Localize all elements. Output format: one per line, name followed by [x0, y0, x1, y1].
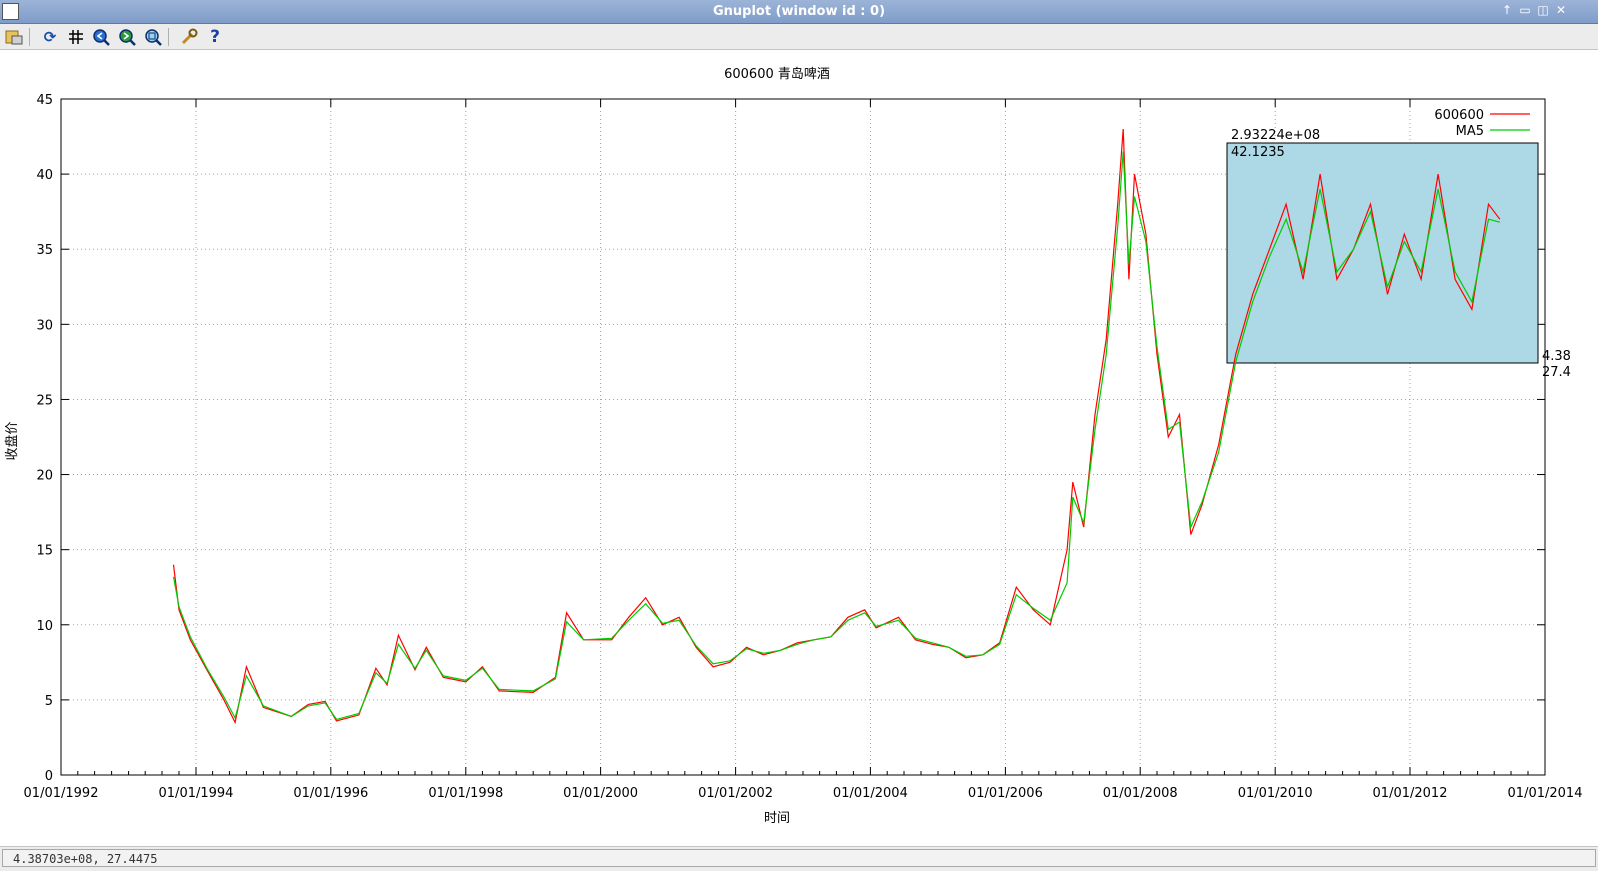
- chart-title: 600600 青岛啤酒: [724, 66, 830, 82]
- preferences-icon[interactable]: [179, 27, 199, 47]
- x-tick-label: 01/01/1996: [293, 786, 368, 801]
- y-axis-label: 收盘价: [4, 421, 20, 460]
- x-tick-label: 01/01/1998: [428, 786, 503, 801]
- y-tick-label: 15: [36, 544, 53, 559]
- plot-canvas[interactable]: 0 5 10 15 20 25 30 35 40 45 01/01/1992 01/01/1994 01…: [0, 50, 1598, 845]
- x-tick-label: 01/01/2004: [833, 786, 908, 801]
- x-tick-label: 01/01/2014: [1508, 786, 1583, 801]
- autoscale-icon[interactable]: [143, 27, 163, 47]
- x-tick-label: 01/01/2000: [563, 786, 638, 801]
- x-tick-label: 01/01/2002: [698, 786, 773, 801]
- zoom-start-x-label: 2.93224e+08: [1231, 128, 1320, 143]
- series-line-ma5: [172, 151, 1500, 721]
- y-tick-label: 45: [36, 93, 53, 108]
- zoom-end-x-label: 4.38: [1542, 349, 1571, 364]
- y-tick-label: 20: [36, 469, 53, 484]
- minimize-icon[interactable]: ▭: [1519, 3, 1531, 17]
- help-icon[interactable]: ?: [210, 27, 220, 47]
- x-axis-label: 时间: [764, 811, 790, 826]
- y-tick-label: 5: [45, 694, 53, 709]
- x-tick-label: 01/01/2012: [1373, 786, 1448, 801]
- y-tick-label: 40: [36, 168, 53, 183]
- toolbar: ⟳ ?: [0, 24, 1598, 50]
- x-tick-label: 01/01/2008: [1103, 786, 1178, 801]
- x-tick-label: 01/01/1992: [24, 786, 99, 801]
- x-tick-label: 01/01/2010: [1238, 786, 1313, 801]
- legend-label: MA5: [1456, 124, 1484, 139]
- zoom-next-icon[interactable]: [117, 27, 137, 47]
- zoom-start-y-label: 42.1235: [1231, 145, 1285, 160]
- x-tick-label: 01/01/2006: [968, 786, 1043, 801]
- export-icon[interactable]: [4, 27, 24, 47]
- y-tick-label: 0: [45, 769, 53, 784]
- close-icon[interactable]: ✕: [1555, 3, 1567, 17]
- zoom-end-y-label: 27.4: [1542, 365, 1571, 380]
- y-tick-label: 35: [36, 243, 53, 258]
- x-tick-label: 01/01/1994: [159, 786, 234, 801]
- pin-icon[interactable]: ↑: [1501, 3, 1513, 17]
- maximize-icon[interactable]: ◫: [1537, 3, 1549, 17]
- y-tick-label: 25: [36, 393, 53, 408]
- app-icon: [2, 3, 19, 20]
- replot-icon[interactable]: ⟳: [43, 28, 57, 46]
- grid-icon[interactable]: [66, 27, 86, 47]
- window-titlebar[interactable]: Gnuplot (window id : 0) ↑ ▭ ◫ ✕: [0, 0, 1598, 24]
- zoom-selection-box[interactable]: [1226, 142, 1539, 364]
- mouse-coordinates: 4.38703e+08, 27.4475: [2, 849, 1596, 867]
- statusbar: 4.38703e+08, 27.4475: [0, 846, 1598, 871]
- y-tick-label: 10: [36, 619, 53, 634]
- y-tick-label: 30: [36, 318, 53, 333]
- legend-label: 600600: [1434, 108, 1484, 123]
- window-title: Gnuplot (window id : 0): [712, 4, 886, 19]
- zoom-previous-icon[interactable]: [91, 27, 111, 47]
